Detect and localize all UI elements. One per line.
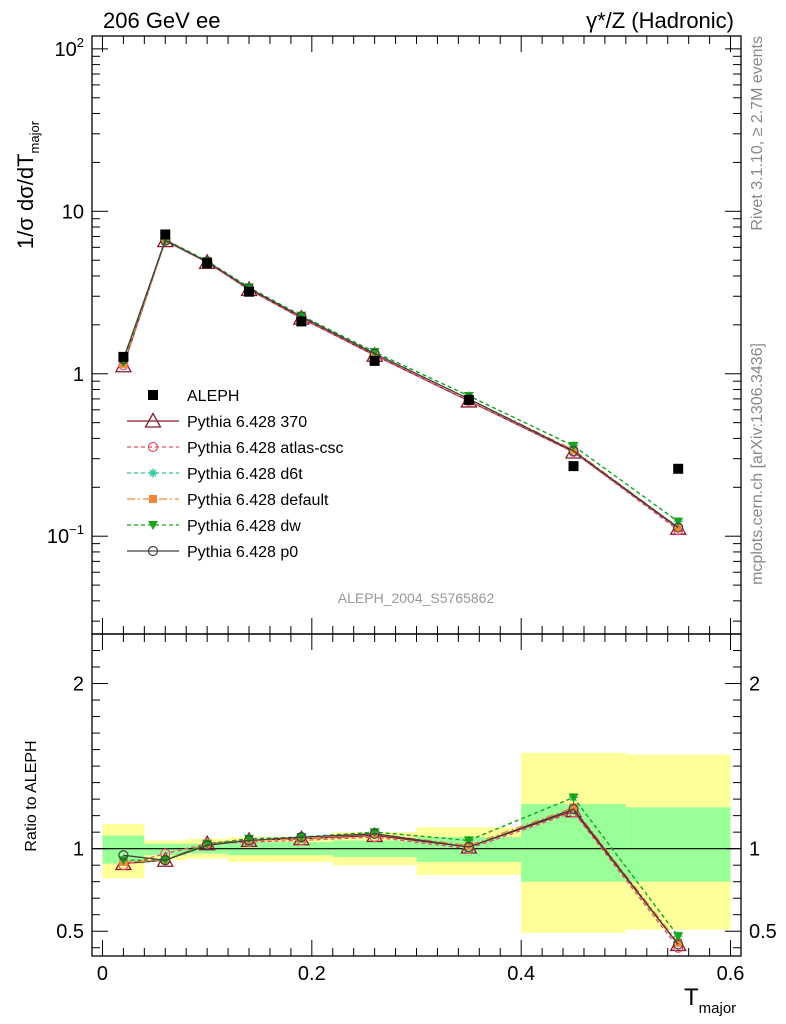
legend-label-p0: Pythia 6.428 p0: [187, 544, 298, 561]
ratio-point-p0-2: [202, 840, 213, 851]
data-point-6: [463, 394, 474, 405]
ratio-point-p0-3: [243, 835, 255, 846]
ratio-point-default-7: [569, 803, 578, 812]
ratio-panel: 0.5 0.5 1 1 2 2 0 0.2 0.4 0.6: [56, 633, 777, 985]
main-point-p0-7: [568, 445, 579, 457]
ratio-point-p0-5: [369, 828, 380, 839]
ratio-y-title: Ratio to ALEPH: [23, 740, 40, 851]
ratio-point-dw-7: [568, 793, 579, 803]
main-series-line-p0: [122, 239, 679, 529]
analysis-label: ALEPH_2004_S5765862: [338, 590, 495, 606]
x-tick-label-3: 0.6: [717, 963, 745, 985]
data-point-2: [202, 258, 213, 269]
ratio-point-p0-1: [160, 855, 171, 866]
ratio-point-p0-6: [463, 841, 474, 853]
ratio-y-tick-label-1: 1: [73, 839, 84, 861]
data-point-3: [244, 286, 255, 297]
rivet-label: Rivet 3.1.10, ≥ 2.7M events: [749, 36, 766, 231]
ratio-series-line-p0: [123, 808, 679, 945]
x-axis-title-text: T: [684, 984, 699, 1011]
data-point-5: [369, 355, 380, 366]
x-tick-label-2: 0.4: [507, 963, 535, 985]
ratio-point-p0-4: [296, 832, 307, 843]
legend-label-default: Pythia 6.428 default: [187, 492, 329, 509]
main-point-p0-8: [673, 522, 684, 533]
main-series-line-dw: [122, 238, 679, 523]
legend-label-aleph: ALEPH: [187, 388, 239, 405]
ratio-series-line-atlas: [123, 811, 679, 949]
ratio-point-dw-6: [463, 836, 474, 846]
data-point-0: [118, 351, 129, 362]
data-point-1: [160, 229, 171, 240]
ratio-point-dw-0: [118, 856, 129, 866]
ratio-y-tick-label-right-1: 1: [749, 839, 760, 861]
ratio-band-inner-7: [521, 804, 626, 882]
legend-marker-aleph: [148, 390, 158, 400]
x-tick-label-0: 0: [97, 963, 108, 985]
legend-label-dw: Pythia 6.428 dw: [187, 518, 301, 535]
main-y-title-sub: major: [27, 120, 42, 153]
legend-label-p370: Pythia 6.428 370: [187, 414, 307, 431]
ratio-point-default-8: [674, 938, 683, 947]
legend-marker-default: [149, 495, 157, 503]
ratio-point-p0-0: [118, 850, 129, 861]
data-point-7: [568, 461, 579, 472]
ratio-y-tick-label-2: 2: [73, 674, 84, 696]
ratio-y-tick-label-0: 0.5: [56, 921, 84, 943]
ratio-band-inner-8: [625, 807, 731, 882]
main-y-title: 1/σ dσ/dTmajor: [13, 120, 42, 249]
x-tick-label-1: 0.2: [298, 963, 326, 985]
ratio-y-tick-label-right-0: 0.5: [749, 921, 777, 943]
ratio-point-p0-7: [568, 803, 579, 815]
ratio-point-dw-8: [673, 932, 684, 942]
main-y-tick-label-3: 102: [55, 35, 84, 61]
legend-marker-d6t: [148, 468, 158, 478]
source-label: mcplots.cern.ch [arXiv:1306.3436]: [749, 343, 766, 585]
svg-text:1/σ dσ/dTmajor: 1/σ dσ/dTmajor: [13, 120, 42, 249]
legend-marker-dw: [148, 521, 158, 530]
header-left: 206 GeV ee: [103, 8, 220, 33]
main-panel: 10−1 1 10 102: [47, 35, 742, 635]
legend-marker-p370: [144, 412, 162, 428]
legend-marker-atlas: [147, 441, 159, 453]
legend: ALEPH Pythia 6.428 370 Pythia 6.428 atlas-…: [127, 388, 344, 561]
data-point-4: [296, 316, 307, 327]
legend-marker-p0: [147, 545, 159, 557]
main-y-tick-label-0: 10−1: [47, 522, 84, 548]
main-y-tick-label-1: 1: [73, 364, 84, 386]
main-series-line-default: [122, 239, 679, 529]
legend-label-d6t: Pythia 6.428 d6t: [187, 466, 303, 483]
main-point-dw-8: [673, 517, 684, 527]
ratio-point-p0-8: [673, 939, 684, 950]
main-series-line-p370: [122, 239, 679, 529]
data-point-8: [673, 463, 684, 474]
x-axis-title-sub: major: [699, 1000, 737, 1017]
header-right: γ*/Z (Hadronic): [586, 8, 734, 33]
main-y-title-text: 1/σ dσ/dT: [13, 153, 38, 249]
legend-label-atlas: Pythia 6.428 atlas-csc: [187, 440, 344, 457]
ratio-y-tick-label-right-2: 2: [749, 674, 760, 696]
main-y-tick-label-2: 10: [62, 201, 84, 223]
x-axis-title: Tmajor: [684, 984, 736, 1017]
main-series-line-atlas: [122, 238, 679, 531]
